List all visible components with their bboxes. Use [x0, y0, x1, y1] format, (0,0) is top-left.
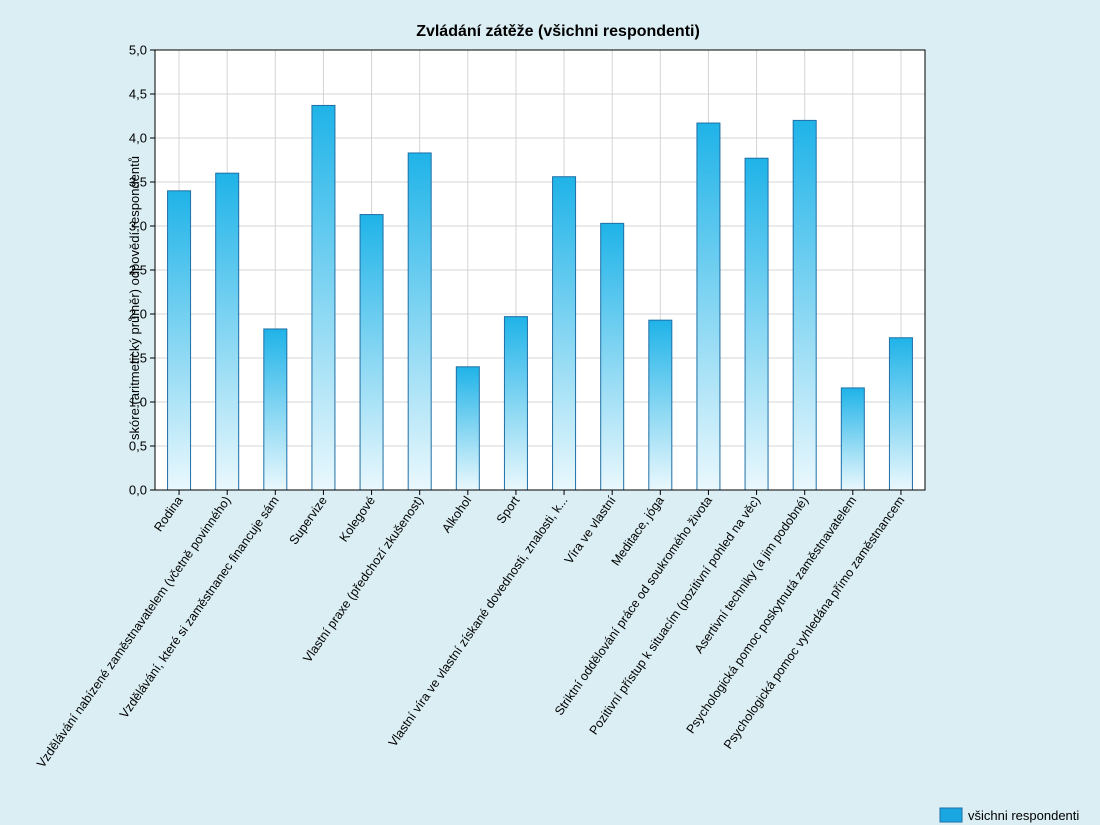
x-tick-label: Kolegové	[337, 494, 378, 545]
legend-swatch	[939, 807, 963, 823]
x-tick-label: Víra ve vlastní	[562, 493, 619, 566]
y-tick-label: 4,0	[129, 131, 147, 146]
bar	[600, 222, 625, 491]
y-tick-label: 1,5	[129, 351, 147, 366]
x-tick-label: Vzdělávání nabízené zaměstnavatelem (vče…	[34, 494, 234, 771]
x-tick-label: Supervize	[287, 494, 330, 548]
bar	[215, 172, 240, 491]
bar	[648, 319, 673, 491]
bar	[455, 366, 480, 491]
x-tick-label: Sport	[494, 493, 523, 526]
axes	[154, 49, 926, 491]
bar	[311, 104, 336, 491]
bar	[407, 152, 432, 491]
bar	[696, 122, 721, 491]
plot-frame	[154, 49, 926, 491]
x-tick-label: Rodina	[151, 494, 185, 535]
y-tick-label: 2,5	[129, 263, 147, 278]
legend: všichni respondenti	[939, 807, 1079, 823]
bars	[167, 104, 913, 491]
y-tick-label: 5,0	[129, 43, 147, 58]
x-tick-label: Alkohol	[439, 494, 474, 536]
y-tick-label: 3,0	[129, 219, 147, 234]
bar	[552, 176, 577, 491]
bar	[744, 157, 769, 491]
x-tick-label: Vlastní víra ve vlastní získané dovednos…	[386, 494, 571, 750]
y-axis-title: skóre (aritmetický průměr) odpovědí resp…	[127, 156, 142, 440]
y-tick-label: 2,0	[129, 307, 147, 322]
y-tick-label: 0,0	[129, 483, 147, 498]
bar	[503, 316, 528, 491]
chart-title: Zvládání zátěže (všichni respondenti)	[416, 23, 700, 40]
x-tick-label: Pozitivní přístup k situacím (pozitivní …	[587, 494, 763, 738]
bar	[263, 328, 288, 491]
y-tick-label: 4,5	[129, 87, 147, 102]
bar	[359, 214, 384, 491]
x-tick-label: Psychologická pomoc vyhledána přímo zamě…	[721, 494, 907, 752]
y-tick-label: 0,5	[129, 439, 147, 454]
y-tick-label: 3,5	[129, 175, 147, 190]
y-tick-label: 1,0	[129, 395, 147, 410]
bar	[888, 337, 913, 491]
bar	[167, 190, 192, 491]
legend-label: všichni respondenti	[968, 808, 1079, 823]
bar	[792, 119, 817, 491]
bar	[840, 387, 865, 491]
x-tick-label: Psychologická pomoc poskytnutá zaměstnav…	[684, 494, 860, 737]
y-axis-ticks: 0,0 0,5 1,0 1,5 2,0 2,5 3,0 3,5 4,0 4,5 5,0	[129, 43, 155, 498]
